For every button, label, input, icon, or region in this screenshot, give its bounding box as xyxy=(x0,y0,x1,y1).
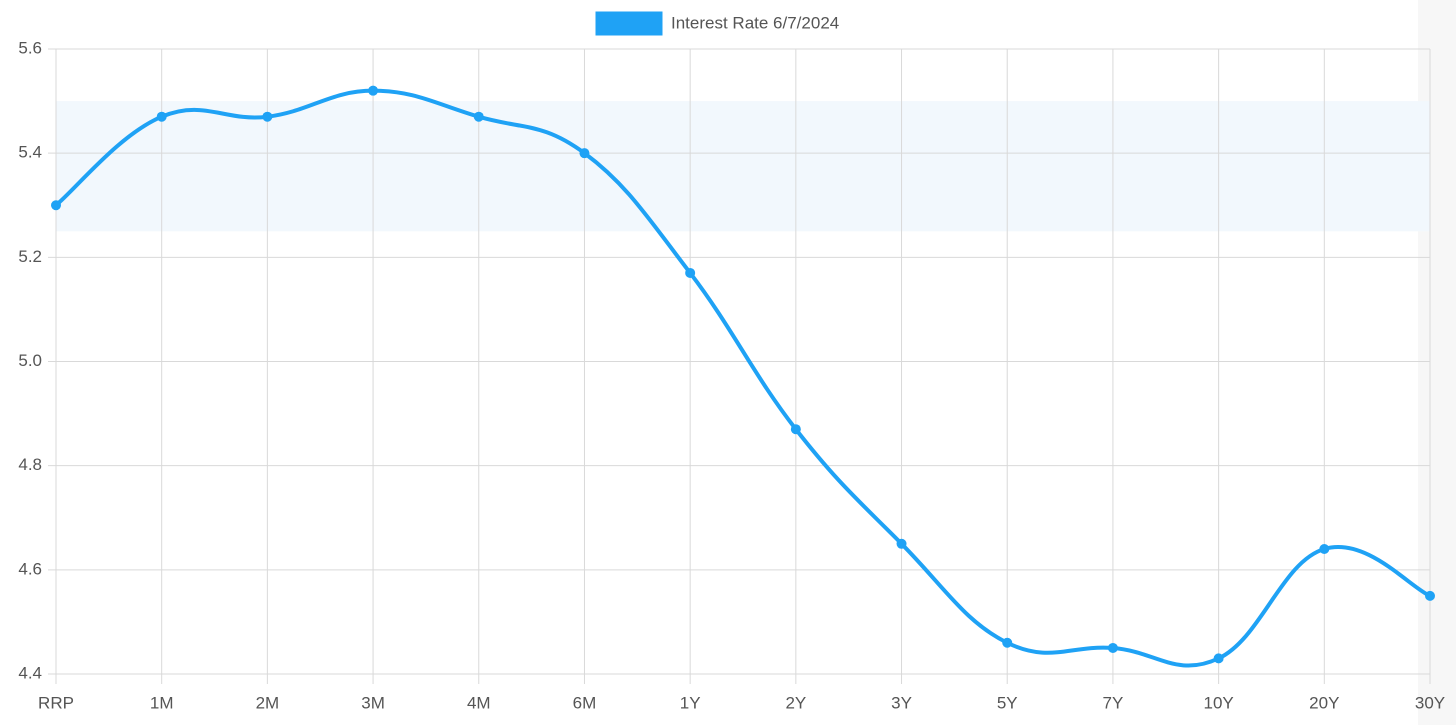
point xyxy=(156,111,167,122)
point xyxy=(790,424,801,435)
x-tick-label: RRP xyxy=(38,693,74,712)
x-tick-label: 4M xyxy=(467,693,491,712)
point xyxy=(1002,637,1013,648)
x-tick-label: 3M xyxy=(361,693,385,712)
y-tick-label: 4.4 xyxy=(18,663,42,682)
x-tick-label: 2Y xyxy=(785,693,806,712)
y-tick-label: 4.8 xyxy=(18,455,42,474)
point xyxy=(473,111,484,122)
x-tick-label: 2M xyxy=(256,693,280,712)
x-tick-label: 10Y xyxy=(1203,693,1233,712)
x-tick-label: 1Y xyxy=(680,693,701,712)
y-tick-label: 5.6 xyxy=(18,38,42,57)
point xyxy=(1319,544,1330,554)
x-tick-label: 5Y xyxy=(997,693,1018,712)
legend-label: Interest Rate 6/7/2024 xyxy=(671,13,839,32)
y-tick-label: 5.0 xyxy=(18,351,42,370)
y-tick-label: 5.4 xyxy=(18,143,42,162)
point xyxy=(579,148,590,159)
target-band xyxy=(56,101,1430,232)
point xyxy=(368,85,379,96)
x-tick-label: 6M xyxy=(573,693,597,712)
point xyxy=(896,538,907,549)
legend-swatch xyxy=(595,11,663,36)
x-tick-label: 20Y xyxy=(1309,693,1339,712)
x-tick-label: 3Y xyxy=(891,693,912,712)
y-tick-label: 5.2 xyxy=(18,247,42,266)
x-tick-label: 1M xyxy=(150,693,174,712)
point xyxy=(262,111,273,122)
point xyxy=(1107,642,1118,653)
point xyxy=(1213,653,1224,664)
x-tick-label: 30Y xyxy=(1415,693,1445,712)
x-tick-label: 7Y xyxy=(1103,693,1124,712)
point xyxy=(51,200,61,211)
y-tick-label: 4.6 xyxy=(18,559,42,578)
point xyxy=(685,267,696,278)
point xyxy=(1425,590,1435,601)
